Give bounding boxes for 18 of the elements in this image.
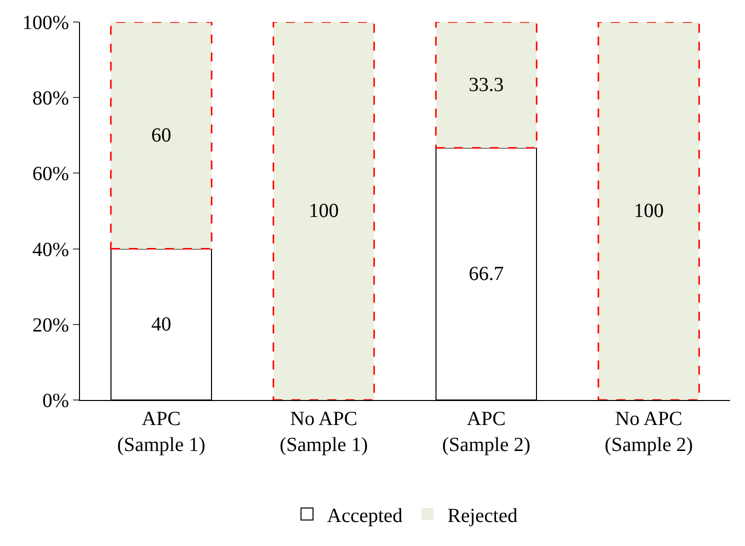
x-tick-label: APC (Sample 1) [117,408,206,456]
y-tick-label: 60% [32,163,69,186]
data-label: 40 [151,313,172,336]
x-tick-label: APC (Sample 2) [442,408,530,456]
x-tick-label: No APC (Sample 2) [604,408,693,456]
x-tick-label: No APC (Sample 1) [280,408,368,456]
legend-label: Rejected [448,504,518,527]
legend-label: Accepted [327,504,403,527]
data-label: 100 [308,200,339,222]
data-label: 100 [634,200,664,222]
data-label: 60 [151,124,172,146]
y-tick-label: 80% [32,88,69,110]
y-tick-label: 100% [22,12,69,34]
y-tick-label: 40% [32,238,69,261]
y-tick-label: 20% [32,314,69,336]
y-tick-label: 0% [42,390,69,412]
data-label: 66.7 [468,262,504,285]
data-label: 33.3 [468,74,504,96]
